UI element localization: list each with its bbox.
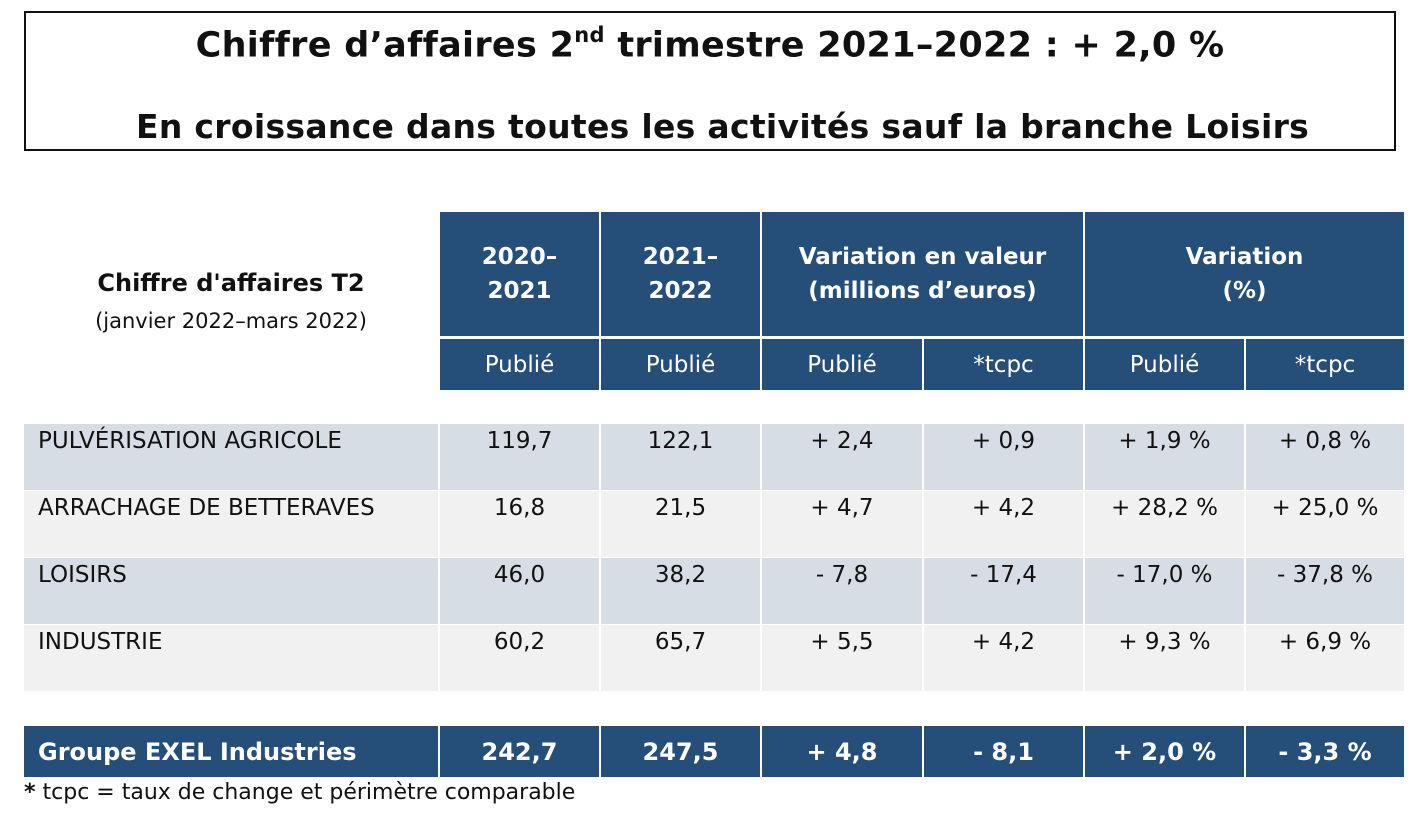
table-cell: + 1,9 % (1085, 424, 1244, 490)
table-cell: + 4,2 (924, 625, 1083, 691)
table-cell: + 5,5 (762, 625, 922, 691)
row-label-text: PULVÉRISATION AGRICOLE (38, 428, 342, 454)
table-row-label: ARRACHAGE DE BETTERAVES (24, 491, 438, 557)
total-cell: + 2,0 % (1085, 726, 1244, 777)
table-cell: 65,7 (601, 625, 760, 691)
table-cell: + 4,7 (762, 491, 922, 557)
table-cell: + 0,8 % (1246, 424, 1404, 490)
row-label-text: INDUSTRIE (38, 629, 163, 655)
table-row-label: INDUSTRIE (24, 625, 438, 691)
table-cell: 119,7 (440, 424, 599, 490)
table-cell: + 0,9 (924, 424, 1083, 490)
total-row-label: Groupe EXEL Industries (24, 726, 438, 777)
table-cell: 60,2 (440, 625, 599, 691)
table-cell: - 17,0 % (1085, 558, 1244, 624)
footnote: * tcpc = taux de change et périmètre com… (24, 780, 576, 805)
total-cell: 247,5 (601, 726, 760, 777)
row-label-text: ARRACHAGE DE BETTERAVES (38, 495, 375, 521)
row-label-period: (janvier 2022–mars 2022) (95, 309, 367, 333)
total-cell: - 3,3 % (1246, 726, 1404, 777)
table-row-label: PULVÉRISATION AGRICOLE (24, 424, 438, 490)
table-cell: + 4,2 (924, 491, 1083, 557)
table-cell: 21,5 (601, 491, 760, 557)
page-title: Chiffre d’affaires 2nd trimestre 2021–20… (195, 23, 1225, 66)
table-cell: 46,0 (440, 558, 599, 624)
table-cell: + 28,2 % (1085, 491, 1244, 557)
sub-header: Publié (1085, 339, 1244, 390)
sub-header: Publié (601, 339, 760, 390)
row-label-text: LOISIRS (38, 562, 127, 588)
table-cell: - 37,8 % (1246, 558, 1404, 624)
table-cell: + 6,9 % (1246, 625, 1404, 691)
page-subtitle: En croissance dans toutes les activités … (136, 107, 1310, 146)
table-cell: + 9,3 % (1085, 625, 1244, 691)
table-row-label: LOISIRS (24, 558, 438, 624)
column-header: Variation en valeur (millions d’euros) (762, 212, 1083, 336)
column-header: 2021– 2022 (601, 212, 760, 336)
column-header: Variation (%) (1085, 212, 1404, 336)
sub-header: *tcpc (924, 339, 1083, 390)
row-label-header: Chiffre d'affaires T2 (janvier 2022–mars… (24, 212, 438, 336)
sub-header: Publié (440, 339, 599, 390)
table-cell: - 17,4 (924, 558, 1083, 624)
table-cell: - 7,8 (762, 558, 922, 624)
column-header: 2020– 2021 (440, 212, 599, 336)
table-cell: 38,2 (601, 558, 760, 624)
table-cell: 16,8 (440, 491, 599, 557)
total-label-text: Groupe EXEL Industries (38, 738, 357, 766)
table-cell: + 25,0 % (1246, 491, 1404, 557)
row-label-title: Chiffre d'affaires T2 (97, 269, 365, 297)
sub-header: Publié (762, 339, 922, 390)
sub-header: *tcpc (1246, 339, 1404, 390)
total-cell: + 4,8 (762, 726, 922, 777)
total-cell: - 8,1 (924, 726, 1083, 777)
total-cell: 242,7 (440, 726, 599, 777)
title-box: Chiffre d’affaires 2nd trimestre 2021–20… (24, 11, 1396, 151)
table-cell: + 2,4 (762, 424, 922, 490)
table-cell: 122,1 (601, 424, 760, 490)
